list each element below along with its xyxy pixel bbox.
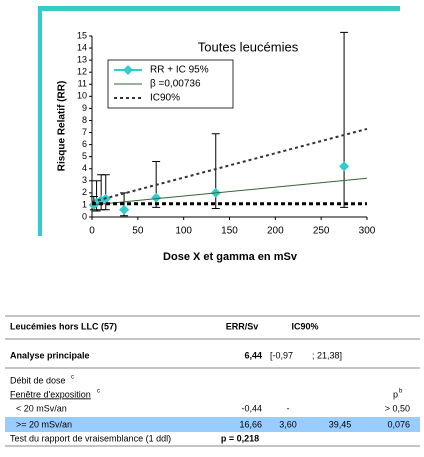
error-bar — [340, 31, 349, 208]
cell: p = 0,218 — [221, 433, 259, 443]
superscript: c — [97, 389, 100, 395]
row-label: Fenêtre d'exposition — [10, 389, 91, 399]
y-tick-label: 9 — [82, 103, 87, 113]
y-tick-label: 6 — [82, 139, 87, 149]
point — [339, 161, 350, 172]
y-tick-label: 2 — [82, 187, 87, 197]
header-cell: IC90% — [291, 321, 318, 331]
x-tick-label: 50 — [132, 226, 144, 237]
y-tick-label: 15 — [77, 30, 87, 40]
y-tick-label: 7 — [82, 127, 87, 137]
x-tick-label: 200 — [267, 226, 284, 237]
frame-left — [38, 6, 42, 236]
cell: - — [287, 403, 290, 413]
line — [91, 127, 368, 203]
x-tick-label: 300 — [359, 226, 376, 237]
legend-label: RR + IC 95% — [150, 65, 209, 76]
header-cell: Leucémies hors LLC (57) — [10, 321, 117, 331]
x-axis-label: Dose X et gamma en mSv — [163, 251, 298, 263]
x-tick-label: 150 — [221, 226, 238, 237]
row-label: < 20 mSv/an — [16, 403, 67, 413]
y-tick-label: 5 — [82, 151, 87, 161]
y-tick-label: 4 — [82, 163, 87, 173]
y-tick-label: 13 — [77, 55, 87, 65]
cell: p — [393, 389, 398, 399]
chart-title: Toutes leucémies — [198, 39, 299, 54]
frame-top — [38, 6, 400, 11]
y-tick-label: 0 — [82, 211, 87, 221]
table: Leucémies hors LLC (57) ERR/Sv IC90% Ana… — [5, 315, 420, 447]
cell: > 0,50 — [385, 403, 410, 413]
y-axis-label: Risque Relatif (RR) — [57, 81, 68, 172]
row-label: Débit de dose — [10, 375, 66, 385]
row-label: >= 20 mSv/an — [16, 419, 72, 429]
row-label: Test du rapport de vraisemblance (1 ddl) — [10, 433, 171, 443]
cell: 0,076 — [387, 419, 410, 429]
point — [119, 204, 130, 215]
highlight-row — [5, 417, 420, 432]
legend-label: β =0,00736 — [150, 79, 201, 90]
cell: [-0,97 — [270, 350, 293, 360]
superscript: c — [71, 375, 74, 381]
legend: RR + IC 95% β =0,00736 IC90% — [114, 65, 209, 104]
line — [91, 177, 368, 206]
row-label: Analyse principale — [10, 350, 90, 360]
y-tick-label: 3 — [82, 175, 87, 185]
header-cell: ERR/Sv — [226, 321, 259, 331]
x-tick-label: 100 — [175, 226, 192, 237]
y-tick-label: 11 — [78, 79, 87, 89]
cell: ; 21,38] — [312, 350, 342, 360]
cell: -0,44 — [241, 403, 262, 413]
x-tick-label: 250 — [313, 226, 330, 237]
legend-label: IC90% — [150, 93, 180, 104]
x-tick-label: 0 — [89, 226, 95, 237]
point — [151, 192, 162, 203]
y-tick-label: 8 — [82, 115, 87, 125]
y-tick-label: 1 — [82, 199, 87, 209]
cell: 6,44 — [244, 350, 262, 360]
y-tick-label: 12 — [77, 67, 87, 77]
superscript: b — [399, 389, 403, 395]
cell: 39,45 — [329, 419, 352, 429]
y-tick-label: 10 — [77, 91, 87, 101]
y-tick-label: 14 — [77, 42, 87, 52]
cell: 16,66 — [239, 419, 262, 429]
cell: 3,60 — [279, 419, 297, 429]
